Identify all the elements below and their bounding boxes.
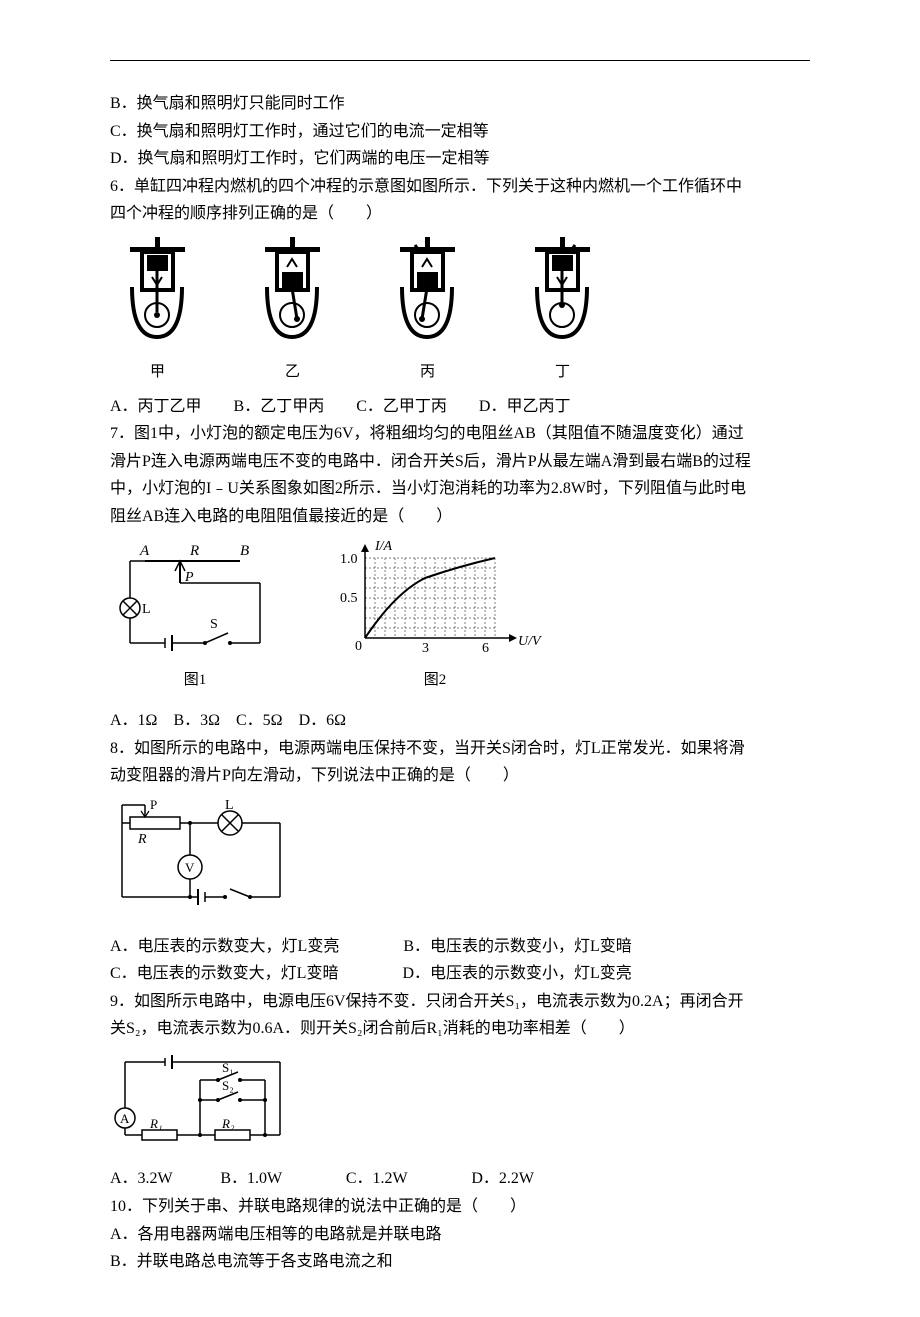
q8-s2: 动变阻器的滑片P向左滑动，下列说法中正确的是（ ）: [110, 763, 810, 789]
q7-circuit: A R B P L S 图1: [110, 543, 280, 693]
q7-circuit-svg: A R B P L S: [110, 543, 280, 658]
label-V8: V: [185, 860, 195, 875]
q9-s1: 9．如图所示电路中，电源电压6V保持不变．只闭合开关S₁，电流表示数为0.2A；…: [110, 989, 810, 1015]
q8-line2: C．电压表的示数变大，灯L变暗 D．电压表的示数变小，灯L变亮: [110, 961, 810, 987]
q7-s4: 阻丝AB连入电路的电阻阻值最接近的是（ ）: [110, 504, 810, 530]
label-S: S: [210, 617, 218, 632]
label-S1: S₁: [222, 1060, 234, 1075]
q9-circuit-svg: A R₁ R₂ S₂ S₁: [110, 1050, 300, 1150]
engine-label-yi: 乙: [255, 360, 330, 384]
xtick-3: 3: [422, 641, 429, 656]
q7-s2: 滑片P连入电源两端电压不变的电路中．闭合开关S后，滑片P从最左端A滑到最右端B的…: [110, 449, 810, 475]
engine-diagram-row: 甲 乙 丙: [110, 237, 810, 384]
q9-options: A．3.2W B．1.0W C．1.2W D．2.2W: [110, 1166, 810, 1192]
q7-graph-svg: I/A 1.0 0.5 0 3 6: [320, 538, 550, 658]
q6-stem-2: 四个冲程的顺序排列正确的是（ ）: [110, 201, 810, 227]
label-L8: L: [225, 798, 234, 813]
q8-circuit-svg: P R L V: [110, 797, 310, 917]
q5-opt-c: C．换气扇和照明灯工作时，通过它们的电流一定相等: [110, 119, 810, 145]
label-S2: S₂: [222, 1078, 234, 1093]
label-P8: P: [150, 797, 157, 812]
xtick-6: 6: [482, 641, 489, 656]
engine-jia: 甲: [120, 237, 195, 384]
q7-options: A．1Ω B．3Ω C．5Ω D．6Ω: [110, 708, 810, 734]
engine-label-bing: 丙: [390, 360, 465, 384]
label-B: B: [240, 543, 249, 559]
label-R8: R: [137, 832, 147, 847]
graph-ylabel: I/A: [374, 539, 393, 554]
engine-ding: 丁: [525, 237, 600, 384]
q8-s1: 8．如图所示的电路中，电源两端电压保持不变，当开关S闭合时，灯L正常发光．如果将…: [110, 736, 810, 762]
graph-xlabel: U/V: [518, 634, 542, 649]
q10-opt-a: A．各用电器两端电压相等的电路就是并联电路: [110, 1222, 810, 1248]
label-L: L: [142, 602, 151, 617]
ytick-05: 0.5: [340, 591, 358, 606]
page-top-rule: [110, 60, 810, 61]
q7-fig1-label: 图1: [110, 668, 280, 692]
label-R: R: [189, 543, 199, 559]
engine-icon-yi: [255, 237, 330, 347]
engine-icon-jia: [120, 237, 195, 347]
engine-bing: 丙: [390, 237, 465, 384]
q5-opt-b: B．换气扇和照明灯只能同时工作: [110, 91, 810, 117]
q9-s2: 关S₂，电流表示数为0.6A．则开关S₂闭合前后R₁消耗的电功率相差（ ）: [110, 1016, 810, 1042]
q7-graph: I/A 1.0 0.5 0 3 6: [320, 538, 550, 693]
label-A9: A: [120, 1111, 130, 1126]
q8-line1: A．电压表的示数变大，灯L变亮 B．电压表的示数变小，灯L变暗: [110, 934, 810, 960]
q8-circuit: P R L V: [110, 797, 810, 926]
q10-opt-b: B．并联电路总电流等于各支路电流之和: [110, 1249, 810, 1275]
engine-icon-ding: [525, 237, 600, 347]
q6-options: A．丙丁乙甲 B．乙丁甲丙 C．乙甲丁丙 D．甲乙丙丁: [110, 394, 810, 420]
engine-label-jia: 甲: [120, 360, 195, 384]
q5-opt-d: D．换气扇和照明灯工作时，它们两端的电压一定相等: [110, 146, 810, 172]
q7-s1: 7．图1中，小灯泡的额定电压为6V，将粗细均匀的电阻丝AB（其阻值不随温度变化）…: [110, 421, 810, 447]
q7-fig2-label: 图2: [320, 668, 550, 692]
q6-stem-1: 6．单缸四冲程内燃机的四个冲程的示意图如图所示．下列关于这种内燃机一个工作循环中: [110, 174, 810, 200]
ytick-1: 1.0: [340, 552, 358, 567]
q9-circuit: A R₁ R₂ S₂ S₁: [110, 1050, 810, 1159]
label-R2: R₂: [221, 1116, 235, 1131]
engine-yi: 乙: [255, 237, 330, 384]
engine-label-ding: 丁: [525, 360, 600, 384]
tick-0: 0: [355, 639, 362, 654]
label-A: A: [139, 543, 150, 559]
label-R1: R₁: [149, 1116, 162, 1131]
q7-figures: A R B P L S 图1: [110, 538, 810, 693]
engine-icon-bing: [390, 237, 465, 347]
q7-s3: 中，小灯泡的I﹣U关系图象如图2所示．当小灯泡消耗的功率为2.8W时，下列阻值与…: [110, 476, 810, 502]
q10-stem: 10．下列关于串、并联电路规律的说法中正确的是（ ）: [110, 1194, 810, 1220]
